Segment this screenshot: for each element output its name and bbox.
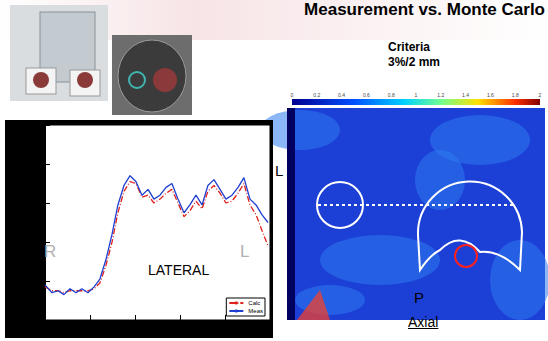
svg-text:0: 0 — [291, 92, 294, 98]
svg-text:2: 2 — [539, 92, 542, 98]
svg-text:1.4: 1.4 — [462, 92, 469, 98]
html-text:3%/2 mm: 3%/2 mm — [388, 55, 440, 69]
html-text:P: P — [414, 289, 424, 306]
html-text:R: R — [44, 242, 57, 261]
svg-text:1.2: 1.2 — [437, 92, 444, 98]
svg-text:1.6: 1.6 — [487, 92, 494, 98]
html-text:L: L — [275, 162, 284, 179]
svg-text:Calc: Calc — [248, 300, 260, 306]
svg-text:0.8: 0.8 — [388, 92, 395, 98]
html-text:L: L — [240, 242, 250, 261]
html-text:Measurement vs. Monte Carlo: Measurement vs. Monte Carlo — [304, 0, 545, 19]
html-text:Criteria: Criteria — [388, 40, 430, 54]
svg-text:0.6: 0.6 — [363, 92, 370, 98]
html-text:LATERAL: LATERAL — [148, 262, 210, 278]
svg-text:0.2: 0.2 — [313, 92, 320, 98]
svg-text:1: 1 — [415, 92, 418, 98]
svg-text:1.8: 1.8 — [512, 92, 519, 98]
svg-text:0.4: 0.4 — [338, 92, 345, 98]
svg-text:Meas: Meas — [248, 308, 263, 314]
html-text:Axial: Axial — [408, 314, 439, 330]
